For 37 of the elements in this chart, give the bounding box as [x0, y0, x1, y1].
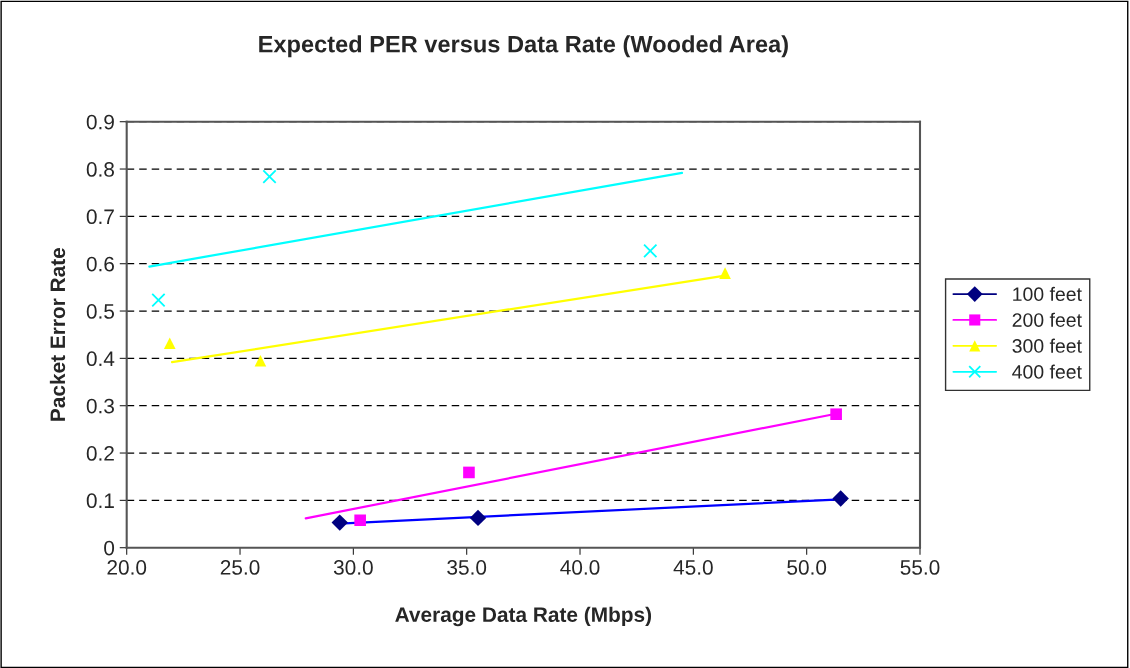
point	[832, 490, 849, 507]
legend-label: 200 feet	[1012, 312, 1082, 327]
y-tick-label: 0.3	[86, 398, 114, 414]
point	[643, 243, 658, 259]
y-tick-label: 0.2	[86, 446, 114, 461]
y-tick-label: 0.6	[86, 256, 114, 272]
x-tick-label: 20.0	[107, 560, 147, 575]
point	[463, 466, 475, 479]
y-tick-label: 0.1	[86, 493, 114, 509]
legend-label: 300 feet	[1012, 338, 1082, 353]
y-tick-label: 0.4	[86, 351, 115, 367]
x-tick-label: 50.0	[787, 560, 827, 575]
point	[354, 514, 366, 527]
y-tick-label: 0.8	[86, 162, 114, 177]
y-tick-label: 0.7	[86, 209, 114, 225]
y-tick-label: 0.5	[86, 304, 115, 319]
legend-label: 400 feet	[1012, 364, 1082, 379]
x-axis-title: Average Data Rate (Mbps)	[395, 606, 652, 627]
x-tick-label: 40.0	[560, 560, 600, 575]
x-tick-label: 45.0	[673, 560, 713, 575]
y-tick-label: 0	[104, 540, 115, 556]
point	[254, 354, 267, 367]
x-tick-label: 35.0	[447, 560, 487, 575]
y-axis-title: Packet Error Rate	[49, 247, 66, 421]
point	[262, 169, 277, 184]
point	[469, 509, 487, 527]
legend-label: 100 feet	[1013, 286, 1082, 302]
x-tick-label: 25.0	[220, 560, 260, 575]
x-tick-label: 30.0	[333, 560, 373, 575]
chart-title: Expected PER versus Data Rate (Wooded Area)	[259, 35, 788, 58]
point	[830, 408, 842, 421]
point	[719, 267, 731, 279]
y-tick-label: 0.9	[86, 114, 114, 130]
point	[151, 293, 166, 308]
point	[331, 514, 348, 531]
x-tick-label: 55.0	[900, 560, 940, 575]
point	[163, 337, 176, 350]
